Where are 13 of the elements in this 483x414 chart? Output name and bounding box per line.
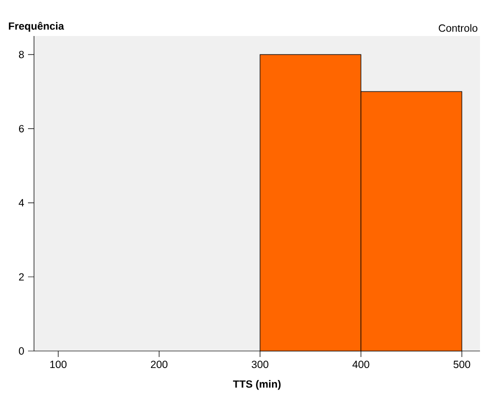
chart-title: Controlo (438, 24, 478, 32)
x-axis-title: TTS (min) (233, 380, 281, 390)
x-tick-label: 300 (252, 360, 268, 368)
y-tick-label: 2 (19, 273, 24, 281)
x-tick-label: 100 (50, 360, 67, 368)
y-tick-label: 4 (18, 199, 24, 206)
y-tick-label: 8 (18, 50, 24, 58)
x-tick-label: 500 (454, 360, 470, 368)
y-tick-label: 0 (18, 347, 24, 355)
y-tick-label: 6 (19, 124, 24, 132)
x-tick-label: 200 (150, 360, 168, 368)
x-tick-label: 400 (352, 360, 370, 368)
y-axis-title: Frequência (8, 22, 64, 32)
